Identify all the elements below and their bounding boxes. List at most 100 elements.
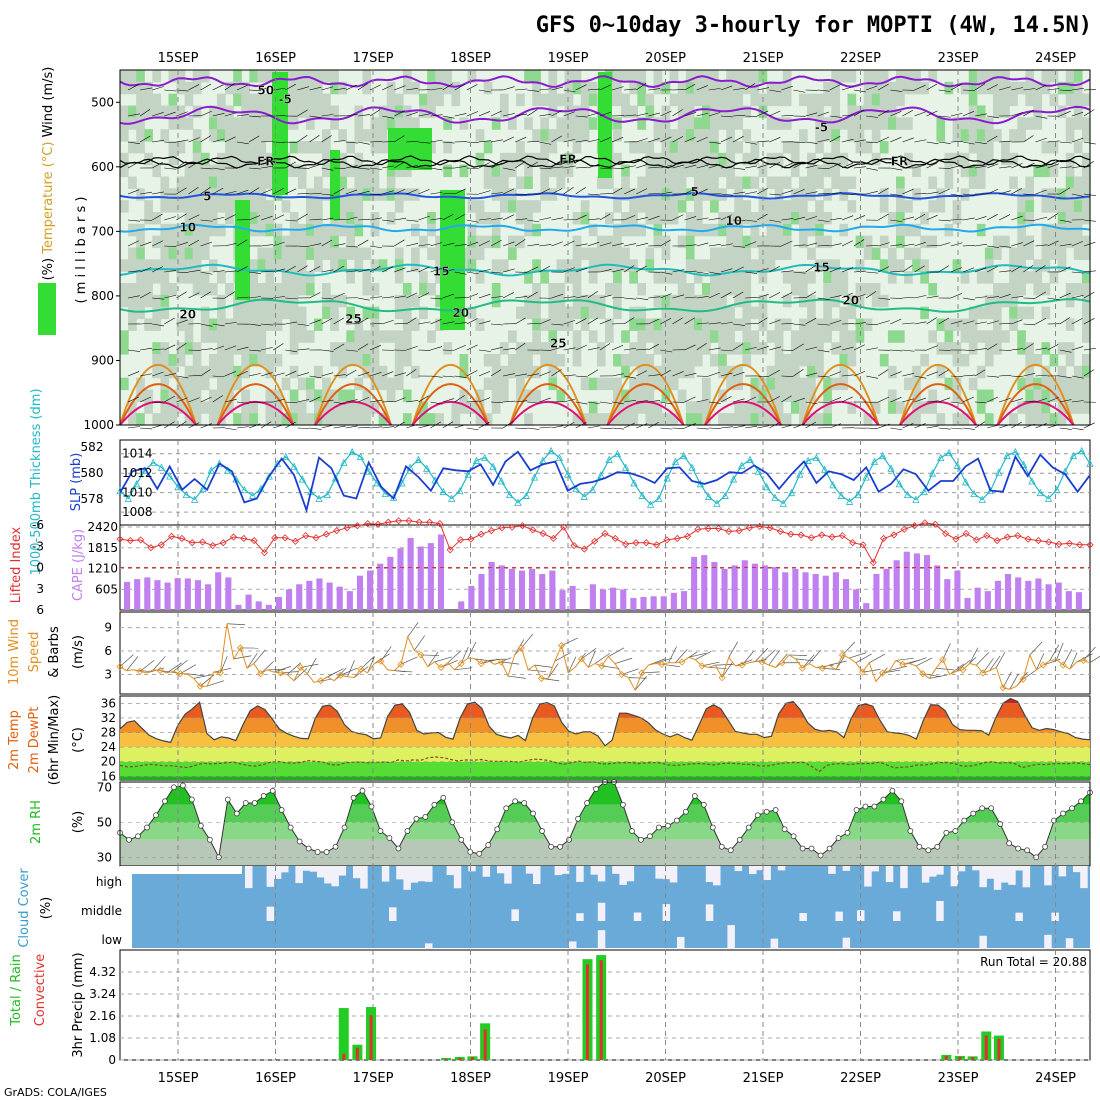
- wind-barb: [515, 373, 528, 377]
- rh-shade-cell: [249, 330, 259, 343]
- wind-barb: [805, 372, 818, 377]
- rh-shade-cell: [516, 93, 525, 107]
- rh-shade-cell: [184, 164, 194, 178]
- thickness-point: [920, 487, 928, 496]
- rh-shade-cell: [790, 212, 800, 225]
- wind-barb: [297, 323, 310, 326]
- rh-shade-cell: [273, 247, 283, 260]
- rh-shade-cell: [831, 70, 841, 83]
- wind-barb: [430, 401, 443, 405]
- wind-barb: [878, 136, 890, 143]
- wind-barb: [914, 241, 926, 247]
- rh-shade-cell: [580, 200, 590, 213]
- rh-shade-cell: [1001, 105, 1010, 118]
- rh-shade-cell: [887, 93, 897, 107]
- wind-barb: [285, 141, 298, 144]
- contour-minus5-upper: [119, 75, 1091, 89]
- cape-tick-label: 1210: [87, 562, 118, 576]
- wind-barb: [914, 375, 927, 379]
- wind-barb: [587, 347, 600, 351]
- cape-bar: [549, 570, 556, 610]
- rh-shade-cell: [734, 141, 744, 154]
- wind-barb: [621, 668, 639, 675]
- wind-barb: [321, 399, 334, 403]
- contour-5: [119, 192, 1091, 200]
- wind-barb: [684, 164, 697, 169]
- rh-shade-cell: [540, 164, 550, 178]
- rh-shade-cell: [944, 164, 954, 178]
- rh-shade-cell: [217, 377, 226, 391]
- rh-shade-cell: [419, 235, 428, 249]
- wind-barb: [926, 214, 938, 221]
- rh-shade-cell: [677, 283, 687, 296]
- rh-shade-cell: [540, 117, 550, 130]
- rh-shade-cell: [467, 200, 477, 213]
- wind-barb: [164, 294, 177, 299]
- pressure-tick-label: 600: [91, 160, 114, 174]
- rh-shade-cell: [346, 342, 356, 355]
- wind-barb: [139, 267, 152, 273]
- wind-barb: [357, 343, 369, 351]
- rh-shade-cell: [516, 365, 525, 379]
- wind-barb: [974, 348, 987, 351]
- wind-barb: [490, 271, 503, 274]
- li-tick-label: 0: [36, 561, 44, 575]
- wind-barb: [1059, 243, 1072, 247]
- rh-shade-cell: [677, 200, 687, 213]
- rh-shade-cell: [136, 283, 145, 296]
- rh-shade-cell: [726, 318, 735, 331]
- rh-shade-cell: [823, 93, 832, 107]
- wind-barb: [176, 397, 188, 403]
- wind-barb: [587, 650, 596, 668]
- rh-shade-cell: [257, 117, 267, 130]
- rh-shade-cell: [613, 235, 622, 249]
- rh-shade-cell: [936, 117, 946, 130]
- wind-barb: [127, 189, 140, 195]
- wind-barb: [769, 265, 780, 273]
- rh-shade-cell: [362, 306, 372, 320]
- thickness-point: [671, 457, 680, 465]
- wind-barb: [321, 297, 334, 300]
- rh-shade-cell: [693, 413, 703, 426]
- rh-shade-cell: [499, 377, 509, 391]
- wind-barb: [889, 665, 907, 671]
- wind-barb: [769, 319, 781, 325]
- rh-shade-cell: [742, 212, 752, 225]
- wind-barb: [902, 398, 915, 403]
- wind-barb: [938, 219, 951, 222]
- rh-shade-cell: [960, 330, 970, 343]
- li-point: [797, 531, 805, 539]
- rh-shade-cell: [241, 401, 250, 414]
- rh-point: [584, 800, 590, 806]
- rh-shade-cell: [1001, 93, 1010, 107]
- wind-speed-point: [136, 667, 144, 675]
- rh-shade-cell: [685, 117, 695, 130]
- wind-speed-point: [678, 658, 686, 666]
- wind-barb: [224, 399, 237, 403]
- rh-shade-cell: [629, 141, 638, 154]
- rh-shade-cell: [451, 93, 461, 107]
- rh-point: [135, 833, 141, 840]
- rh-shade-cell: [879, 235, 889, 249]
- rh-shade-cell: [823, 413, 832, 426]
- wind-barb: [745, 425, 758, 429]
- rh-shade-cell: [984, 354, 994, 367]
- rh-shade-cell: [192, 389, 202, 402]
- wind-barb: [345, 349, 358, 352]
- wind-barb: [636, 164, 648, 169]
- rh-shade-cell: [653, 200, 663, 213]
- rh-shade-cell: [289, 330, 299, 343]
- thickness-axis-label: 1000-500mb Thickness (dm): [29, 388, 44, 575]
- rh-shade-cell: [1073, 389, 1083, 402]
- wind-barb: [442, 375, 455, 378]
- rh-shade-cell: [386, 105, 396, 118]
- wind-barb: [708, 164, 721, 169]
- rh-shade-cell: [871, 283, 881, 296]
- rh-shade-cell: [354, 212, 364, 225]
- rh-shade-cell: [823, 152, 832, 166]
- li-point: [137, 536, 145, 544]
- rh-shade-cell: [693, 342, 703, 355]
- rh-shade-cell: [790, 377, 800, 391]
- temp-tick-label: 32: [101, 711, 116, 725]
- thickness-point: [414, 455, 423, 463]
